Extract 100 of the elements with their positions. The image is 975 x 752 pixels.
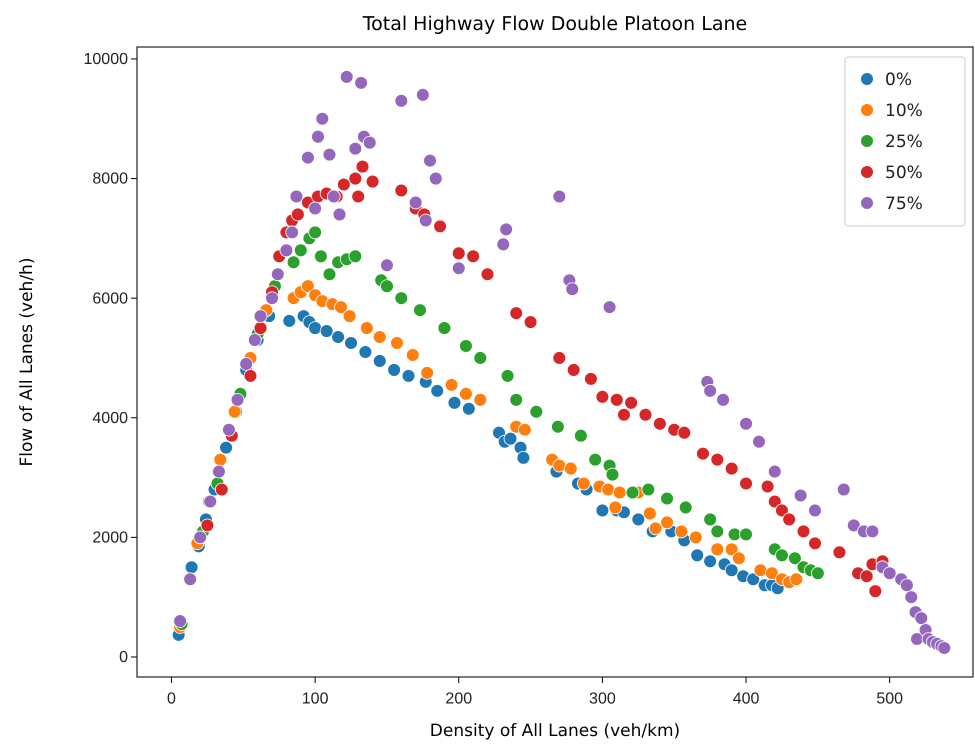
x-tick-label: 300 — [589, 690, 616, 708]
point — [314, 249, 328, 264]
point — [811, 566, 825, 580]
point — [690, 548, 704, 562]
point — [200, 518, 214, 532]
point — [344, 336, 358, 350]
point — [433, 220, 447, 234]
point — [775, 504, 789, 518]
point — [509, 393, 524, 407]
point — [732, 551, 746, 566]
point — [626, 486, 640, 500]
x-tick-label: 500 — [876, 690, 904, 708]
x-tick-label: 400 — [732, 690, 760, 708]
point — [638, 408, 652, 422]
point — [624, 396, 638, 410]
point — [351, 190, 366, 204]
point — [608, 500, 622, 514]
point — [184, 560, 198, 574]
point — [219, 440, 233, 454]
point — [462, 402, 476, 416]
point — [760, 480, 774, 494]
point — [337, 178, 351, 192]
point — [509, 306, 524, 320]
point — [438, 321, 452, 335]
point — [860, 569, 874, 584]
point — [322, 267, 336, 282]
legend-label: 25% — [885, 132, 923, 152]
point — [430, 384, 444, 398]
point — [728, 528, 742, 542]
point — [606, 468, 620, 482]
point — [739, 476, 753, 490]
point — [775, 548, 789, 562]
point — [406, 348, 420, 362]
point — [703, 554, 717, 568]
point — [308, 226, 322, 240]
point — [452, 246, 466, 260]
x-axis-title: Density of All Lanes (veh/km) — [430, 721, 680, 741]
point — [448, 396, 462, 410]
point — [588, 452, 602, 466]
point — [214, 482, 229, 496]
y-tick-label: 2000 — [92, 529, 128, 546]
point — [789, 572, 804, 586]
point — [254, 321, 268, 335]
legend-label: 75% — [885, 194, 923, 214]
point — [372, 354, 387, 368]
y-axis-title: Flow of All Lanes (veh/h) — [17, 258, 37, 466]
point — [301, 279, 315, 294]
point — [552, 458, 566, 472]
point — [459, 387, 473, 401]
y-tick-label: 4000 — [92, 410, 128, 427]
point — [366, 174, 380, 188]
legend-label: 50% — [885, 163, 923, 183]
point — [552, 351, 566, 365]
point — [612, 486, 626, 500]
x-tick-label: 200 — [445, 690, 472, 708]
point — [642, 482, 656, 496]
point — [617, 408, 631, 422]
point — [653, 416, 667, 431]
point — [420, 366, 434, 380]
point — [610, 393, 624, 407]
point — [518, 422, 532, 437]
point — [564, 462, 578, 476]
point — [678, 500, 693, 514]
point — [724, 542, 739, 556]
point — [413, 303, 427, 317]
point — [796, 524, 810, 538]
point — [660, 492, 674, 506]
point — [724, 462, 739, 476]
point — [660, 516, 674, 530]
point — [387, 363, 401, 377]
point — [808, 536, 822, 550]
point — [308, 321, 322, 335]
legend-label: 0% — [885, 70, 912, 90]
point — [394, 291, 408, 305]
point — [574, 428, 588, 443]
point — [516, 451, 530, 465]
point — [710, 452, 724, 466]
chart-title: Total Highway Flow Double Platoon Lane — [362, 13, 748, 35]
point — [286, 255, 300, 270]
point — [348, 249, 362, 264]
point — [282, 314, 296, 328]
point — [244, 369, 258, 383]
point — [356, 160, 370, 174]
point — [674, 524, 688, 538]
x-tick-label: 100 — [302, 690, 329, 708]
point — [601, 482, 615, 496]
y-tick-label: 6000 — [92, 290, 128, 308]
point — [459, 339, 473, 353]
point — [358, 345, 372, 359]
point — [596, 504, 610, 518]
y-tick-label: 0 — [119, 649, 128, 666]
point — [724, 563, 739, 578]
point — [529, 404, 544, 419]
point — [213, 452, 228, 466]
point — [390, 336, 404, 350]
y-tick-label: 10000 — [84, 51, 128, 68]
point — [754, 563, 768, 578]
point — [688, 530, 703, 544]
point — [500, 369, 514, 383]
point — [372, 330, 387, 344]
